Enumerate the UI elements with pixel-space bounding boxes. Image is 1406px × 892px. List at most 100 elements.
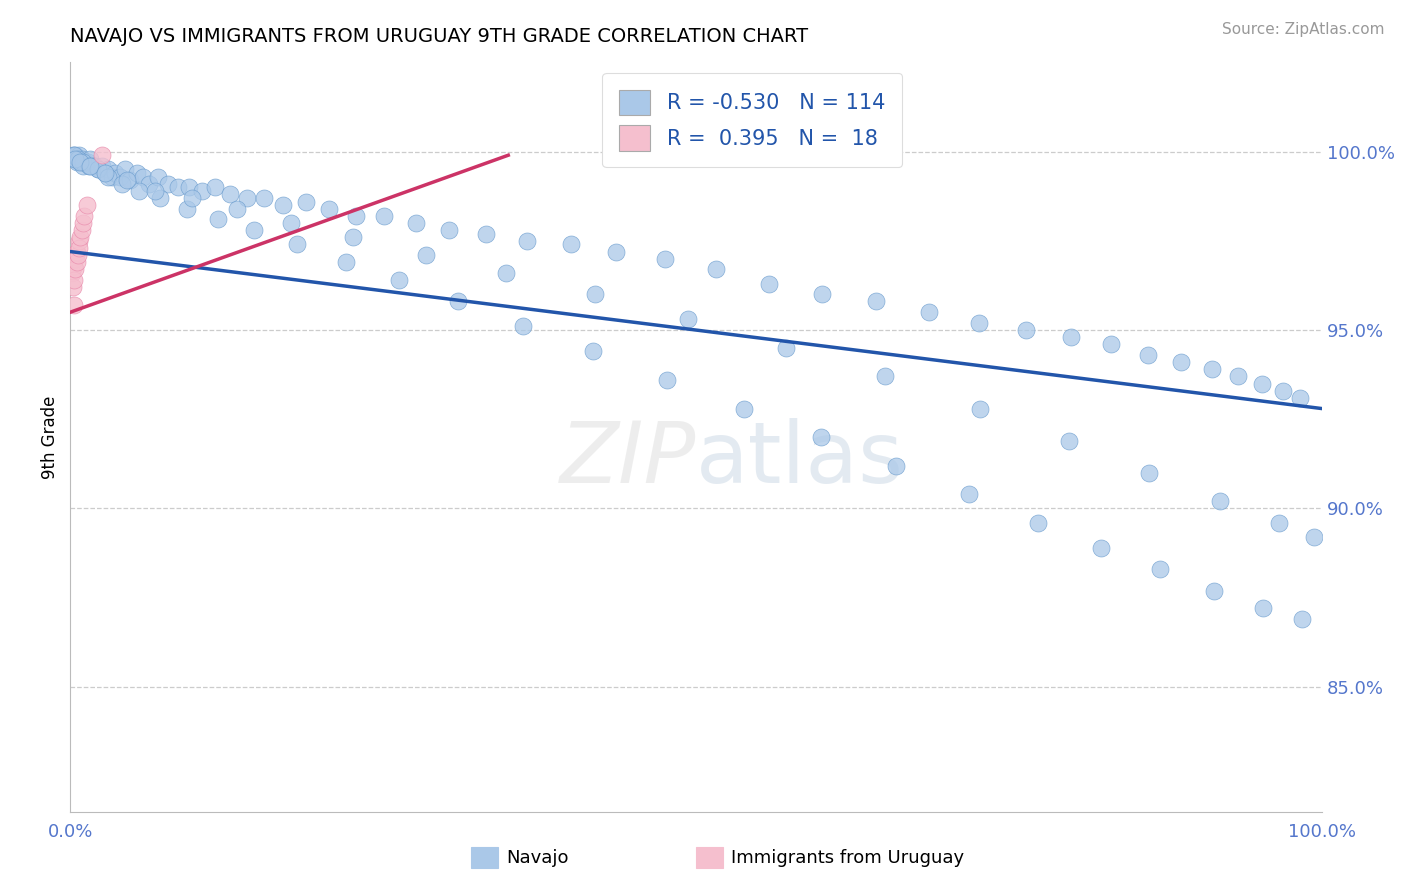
Point: [388, 273, 411, 287]
Point: [62, 280, 84, 294]
Point: [1137, 466, 1160, 480]
Legend: R = -0.530   N = 114, R =  0.395   N =  18: R = -0.530 N = 114, R = 0.395 N = 18: [602, 73, 903, 168]
Point: [94, 166, 117, 180]
Point: [69, 230, 91, 244]
Point: [138, 177, 160, 191]
Point: [77, 159, 100, 173]
Point: [1289, 391, 1312, 405]
Point: [62, 148, 84, 162]
Bar: [696, 847, 724, 868]
Point: [1202, 583, 1225, 598]
Point: [1170, 355, 1192, 369]
Point: [1201, 362, 1223, 376]
Point: [560, 237, 582, 252]
Point: [63, 273, 86, 287]
Point: [125, 166, 148, 180]
Point: [110, 177, 132, 191]
Point: [1303, 530, 1326, 544]
Point: [342, 230, 364, 244]
Point: [65, 262, 87, 277]
Point: [415, 248, 437, 262]
Point: [65, 244, 87, 259]
Text: Navajo: Navajo: [506, 849, 568, 867]
Point: [69, 155, 91, 169]
Point: [180, 191, 202, 205]
Point: [70, 223, 93, 237]
Point: [775, 341, 797, 355]
Point: [65, 155, 87, 169]
Point: [60, 266, 83, 280]
Point: [69, 155, 91, 169]
Point: [495, 266, 517, 280]
Point: [657, 373, 679, 387]
Point: [285, 237, 308, 252]
Point: [72, 159, 94, 173]
Point: [405, 216, 427, 230]
Point: [957, 487, 980, 501]
Point: [76, 198, 98, 212]
Point: [225, 202, 247, 216]
Point: [149, 191, 172, 205]
Point: [865, 294, 887, 309]
Point: [447, 294, 470, 309]
Point: [82, 159, 104, 173]
Point: [810, 430, 832, 444]
Point: [474, 227, 496, 241]
Point: [373, 209, 395, 223]
Point: [87, 162, 110, 177]
Point: [516, 234, 538, 248]
Point: [758, 277, 780, 291]
Point: [654, 252, 676, 266]
Point: [243, 223, 266, 237]
Point: [207, 212, 229, 227]
Point: [66, 248, 89, 262]
Point: [918, 305, 941, 319]
Point: [1251, 601, 1274, 615]
Y-axis label: 9th Grade: 9th Grade: [41, 395, 59, 479]
Point: [90, 148, 112, 162]
Point: [235, 191, 257, 205]
Point: [678, 312, 700, 326]
Point: [75, 155, 97, 169]
Point: [318, 202, 340, 216]
Text: ZIP: ZIP: [560, 418, 696, 501]
Point: [1226, 369, 1249, 384]
Point: [79, 152, 101, 166]
Point: [114, 162, 136, 177]
Point: [79, 159, 101, 173]
Point: [1268, 516, 1291, 530]
Text: NAVAJO VS IMMIGRANTS FROM URUGUAY 9TH GRADE CORRELATION CHART: NAVAJO VS IMMIGRANTS FROM URUGUAY 9TH GR…: [70, 27, 808, 45]
Point: [280, 216, 302, 230]
Point: [1271, 384, 1294, 398]
Point: [1015, 323, 1038, 337]
Point: [179, 180, 201, 194]
Point: [811, 287, 834, 301]
Point: [969, 401, 991, 416]
Point: [132, 169, 155, 184]
Point: [72, 216, 94, 230]
Point: [335, 255, 357, 269]
Point: [63, 298, 86, 312]
Point: [90, 159, 112, 173]
Point: [204, 180, 226, 194]
Point: [583, 287, 606, 301]
Point: [66, 152, 89, 166]
Text: Immigrants from Uruguay: Immigrants from Uruguay: [731, 849, 965, 867]
Point: [176, 202, 198, 216]
Point: [884, 458, 907, 473]
Point: [63, 148, 86, 162]
Point: [87, 162, 110, 177]
Point: [219, 187, 242, 202]
Point: [65, 152, 87, 166]
Point: [167, 180, 190, 194]
Point: [294, 194, 316, 209]
Point: [704, 262, 727, 277]
Point: [1057, 434, 1080, 448]
Point: [156, 177, 179, 191]
Point: [1136, 348, 1159, 362]
Point: [67, 234, 90, 248]
Point: [512, 319, 534, 334]
Point: [605, 244, 627, 259]
Point: [190, 184, 212, 198]
Point: [63, 152, 86, 166]
